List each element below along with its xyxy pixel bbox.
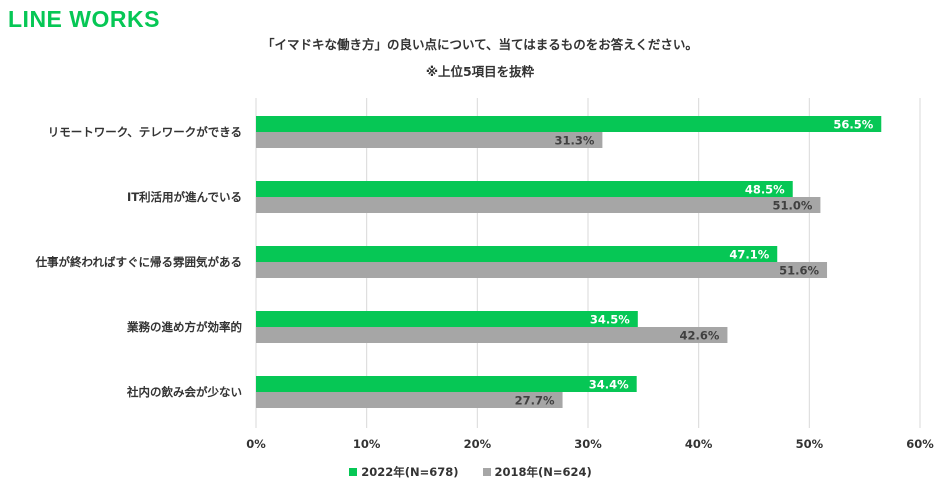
bar-2022 [256, 376, 637, 392]
data-label-2018: 42.6% [680, 329, 720, 343]
data-label-2022: 34.4% [589, 378, 629, 392]
category-label: 仕事が終わればすぐに帰る雰囲気がある [35, 255, 242, 269]
bar-2018 [256, 197, 821, 213]
x-tick-label: 30% [574, 437, 602, 451]
x-tick-label: 10% [353, 437, 381, 451]
chart-legend: 2022年(N=678) 2018年(N=624) [0, 464, 941, 480]
bar-2022 [256, 181, 793, 197]
chart-title: 「イマドキな働き方」の良い点について、当てはまるものをお答えください。 [262, 37, 698, 52]
x-tick-label: 40% [685, 437, 713, 451]
data-label-2022: 34.5% [590, 313, 630, 327]
bar-2018 [256, 132, 603, 148]
legend-label-2022: 2022年(N=678) [361, 465, 459, 479]
data-label-2018: 51.6% [779, 264, 819, 278]
data-label-2022: 48.5% [745, 183, 785, 197]
legend-item-2022: 2022年(N=678) [349, 464, 458, 480]
x-tick-label: 50% [796, 437, 824, 451]
data-label-2018: 51.0% [772, 199, 812, 213]
x-tick-label: 20% [464, 437, 492, 451]
legend-swatch-2022 [349, 468, 358, 476]
bar-2022 [256, 246, 778, 262]
data-label-2022: 47.1% [729, 248, 769, 262]
legend-item-2018: 2018年(N=624) [482, 464, 592, 480]
bar-2018 [256, 327, 728, 343]
chart-subtitle: ※上位5項目を抜粋 [425, 64, 535, 79]
category-label: 社内の飲み会が少ない [126, 385, 242, 399]
x-tick-label: 0% [246, 437, 266, 451]
data-label-2022: 56.5% [833, 118, 873, 132]
legend-label-2018: 2018年(N=624) [494, 465, 592, 479]
category-label: 業務の進め方が効率的 [126, 320, 242, 334]
data-label-2018: 27.7% [515, 394, 555, 408]
x-tick-label: 60% [906, 437, 934, 451]
category-label: IT利活用が進んでいる [127, 190, 242, 204]
data-label-2018: 31.3% [554, 134, 594, 148]
line-works-logo: LINE WORKS [8, 6, 160, 32]
bar-2018 [256, 392, 563, 408]
bar-2022 [256, 311, 638, 327]
category-label: リモートワーク、テレワークができる [48, 125, 242, 139]
legend-swatch-2018 [482, 468, 491, 476]
bar-2022 [256, 116, 882, 132]
bar-2018 [256, 262, 828, 278]
